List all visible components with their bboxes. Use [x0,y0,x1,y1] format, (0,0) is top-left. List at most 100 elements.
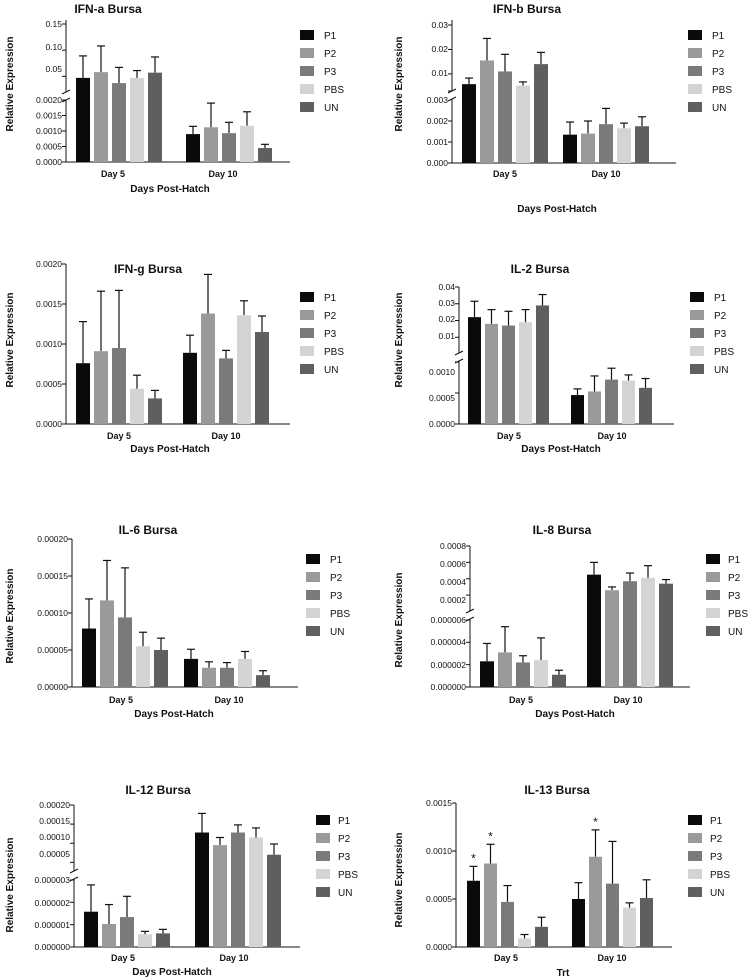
bar-p2 [581,133,595,163]
bar-pbs [641,577,655,687]
legend-label: P3 [324,67,337,78]
legend-swatch [300,66,314,76]
legend-label: UN [710,888,724,899]
legend-swatch [688,66,702,76]
legend-label: PBS [728,609,748,620]
y-tick-label: 0.10 [45,42,62,52]
bar-pbs [534,660,548,687]
bar-p2 [213,845,227,947]
legend-label: UN [338,888,352,899]
legend-label: P2 [330,573,343,584]
legend-label: P3 [710,852,723,863]
legend-label: UN [714,365,728,376]
bar-un [635,126,649,163]
legend-swatch [690,310,704,320]
bar-pbs [238,658,252,687]
legend-label: PBS [712,85,732,96]
y-tick-label: 0.02 [431,44,448,54]
x-axis-label: Days Post-Hatch [134,709,213,720]
legend-swatch [706,590,720,600]
bar-p3 [623,581,637,687]
chart-title: IL-13 Bursa [524,783,590,797]
bar-p3 [222,133,236,162]
legend-label: UN [712,103,726,114]
y-tick-label: 0.0020 [36,95,62,105]
legend-label: P1 [338,816,351,827]
x-axis-label: Days Post-Hatch [517,204,596,215]
bar-un [258,148,272,162]
legend-swatch [306,554,320,564]
y-tick-label: 0.0010 [426,846,452,856]
panel-il-13: IL-13 Bursa Relative Expression Trt 0.00… [394,783,730,979]
legend-swatch [306,608,320,618]
legend-label: P1 [324,293,337,304]
legend-swatch [300,30,314,40]
y-axis-label: Relative Expression [5,568,16,663]
legend-label: UN [728,627,742,638]
legend-label: P2 [324,311,337,322]
legend-label: UN [330,627,344,638]
bar-un [535,926,548,947]
bar-p2 [94,72,108,162]
bar-un [255,332,269,424]
x-tick-label: Day 10 [613,695,642,705]
x-tick-label: Day 5 [509,695,533,705]
y-tick-label: 0.0002 [440,595,466,605]
y-tick-label: 0.00015 [39,816,70,826]
bar-pbs [136,646,150,687]
y-tick-label: 0.000 [427,158,449,168]
legend-label: P1 [712,31,725,42]
bar-pbs [617,128,631,163]
y-tick-label: 0.00005 [37,645,68,655]
legend-swatch [690,292,704,302]
legend-swatch [316,833,330,843]
legend-label: P2 [338,834,351,845]
y-tick-label: 0.0004 [440,577,466,587]
y-axis-label: Relative Expression [394,36,405,131]
legend-swatch [306,572,320,582]
y-tick-label: 0.000000 [35,942,71,952]
y-tick-label: 0.0000 [429,419,455,429]
chart-title: IFN-a Bursa [74,2,142,16]
y-tick-label: 0.05 [45,64,62,74]
y-tick-label: 0.03 [438,298,455,308]
bar-pbs [138,934,152,947]
y-tick-label: 0.0000 [36,157,62,167]
y-axis-label: Relative Expression [394,832,405,927]
bar-p1 [462,84,476,163]
y-tick-label: 0.000001 [35,920,71,930]
bar-pbs [518,938,531,947]
legend-swatch [306,626,320,636]
legend-label: P3 [324,329,337,340]
legend-swatch [300,102,314,112]
legend-swatch [300,364,314,374]
x-tick-label: Day 5 [494,953,518,963]
legend-label: P3 [338,852,351,863]
bar-p3 [112,83,126,162]
y-tick-label: 0.000002 [35,898,71,908]
x-tick-label: Day 5 [493,169,517,179]
significance-marker: * [593,815,598,829]
y-tick-label: 0.00020 [37,534,68,544]
axis-break-mark [465,608,475,614]
bar-p1 [82,628,96,687]
legend-swatch [688,30,702,40]
bar-p1 [467,880,480,947]
legend-label: P2 [728,573,741,584]
legend-label: PBS [338,870,358,881]
chart-title: IFN-g Bursa [114,262,182,276]
bar-p3 [501,901,514,947]
bar-un [267,854,281,947]
y-tick-label: 0.0005 [426,894,452,904]
x-axis-label: Days Post-Hatch [132,967,211,978]
bar-p1 [571,395,584,424]
bar-pbs [516,85,530,163]
bar-p2 [201,313,215,424]
bar-pbs [240,125,254,162]
y-tick-label: 0.000000 [431,682,467,692]
legend-swatch [300,328,314,338]
legend-label: PBS [324,347,344,358]
legend-label: P1 [714,293,727,304]
bar-p3 [599,124,613,163]
